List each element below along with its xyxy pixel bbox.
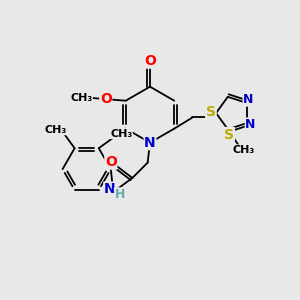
Text: N: N xyxy=(104,182,116,196)
Text: CH₃: CH₃ xyxy=(45,125,67,135)
Text: S: S xyxy=(224,128,234,142)
Text: N: N xyxy=(144,136,156,150)
Text: S: S xyxy=(206,106,216,120)
Text: CH₃: CH₃ xyxy=(70,93,92,103)
Text: CH₃: CH₃ xyxy=(110,128,132,139)
Text: O: O xyxy=(144,54,156,68)
Text: H: H xyxy=(115,188,125,201)
Text: N: N xyxy=(243,93,254,106)
Text: CH₃: CH₃ xyxy=(232,145,255,155)
Text: S: S xyxy=(206,105,216,118)
Text: N: N xyxy=(245,118,256,131)
Text: O: O xyxy=(105,155,117,169)
Text: O: O xyxy=(100,92,112,106)
